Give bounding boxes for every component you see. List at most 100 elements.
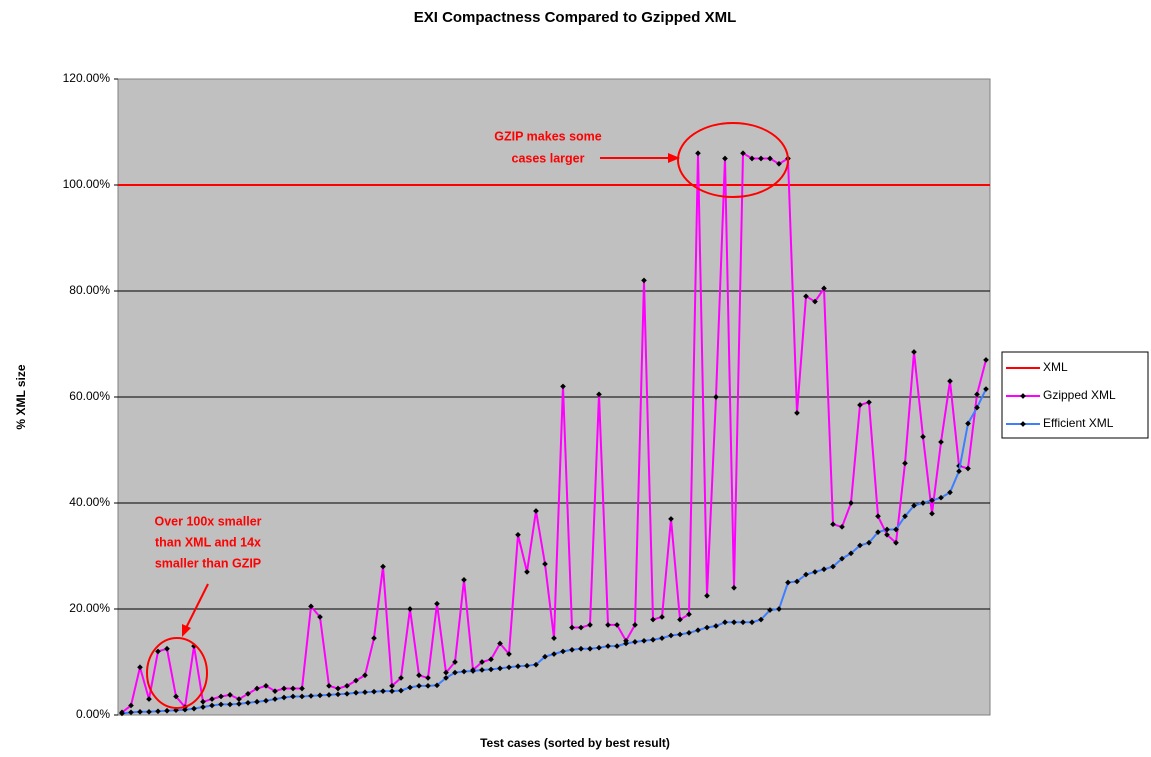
point bbox=[308, 603, 314, 610]
point bbox=[722, 619, 728, 626]
point bbox=[407, 684, 413, 691]
annotation: Over 100x smaller bbox=[154, 514, 261, 528]
point bbox=[938, 439, 944, 445]
point bbox=[920, 500, 926, 506]
y-axis-label: % XML size bbox=[14, 364, 28, 429]
point bbox=[209, 696, 215, 702]
point bbox=[713, 394, 719, 400]
point bbox=[677, 631, 683, 638]
point bbox=[641, 277, 647, 284]
highlight-ellipse bbox=[146, 637, 208, 709]
legend-label: Gzipped XML bbox=[1043, 388, 1116, 402]
y-tick-label: 0.00% bbox=[76, 707, 110, 721]
chart-title: EXI Compactness Compared to Gzipped XML bbox=[414, 9, 737, 26]
point bbox=[704, 592, 710, 599]
point bbox=[632, 622, 638, 628]
point bbox=[605, 643, 611, 649]
point bbox=[200, 704, 206, 710]
point bbox=[398, 687, 404, 694]
point bbox=[560, 383, 566, 390]
point bbox=[875, 513, 881, 520]
point bbox=[191, 705, 197, 712]
point bbox=[353, 689, 359, 696]
x-axis-label: Test cases (sorted by best result) bbox=[480, 736, 670, 750]
legend-marker bbox=[1020, 421, 1026, 427]
point bbox=[956, 468, 962, 475]
point bbox=[128, 709, 134, 716]
point bbox=[389, 688, 395, 694]
point bbox=[551, 635, 557, 641]
annotation: GZIP makes some bbox=[494, 129, 602, 143]
point bbox=[164, 707, 170, 714]
point bbox=[227, 701, 233, 708]
point bbox=[947, 378, 953, 384]
point bbox=[497, 640, 503, 647]
point bbox=[974, 404, 980, 411]
y-tick-label: 120.00% bbox=[63, 71, 111, 85]
point bbox=[497, 665, 503, 672]
point bbox=[317, 692, 323, 699]
y-tick-label: 100.00% bbox=[63, 177, 111, 191]
point bbox=[569, 624, 575, 631]
point bbox=[506, 651, 512, 657]
point bbox=[227, 692, 233, 698]
point bbox=[506, 664, 512, 671]
point bbox=[182, 706, 188, 713]
point bbox=[731, 619, 737, 626]
point bbox=[776, 160, 782, 167]
point bbox=[461, 577, 467, 583]
point bbox=[380, 563, 386, 570]
point bbox=[263, 683, 269, 689]
point bbox=[740, 150, 746, 157]
point bbox=[983, 386, 989, 392]
point bbox=[425, 675, 431, 681]
point bbox=[344, 690, 350, 697]
point bbox=[713, 623, 719, 629]
point bbox=[488, 666, 494, 673]
point bbox=[758, 616, 764, 623]
annotation: than XML and 14x bbox=[155, 535, 261, 549]
point bbox=[749, 155, 755, 162]
point bbox=[155, 648, 161, 655]
point bbox=[254, 685, 260, 692]
point bbox=[902, 460, 908, 467]
point bbox=[218, 693, 224, 700]
point bbox=[443, 675, 449, 681]
point bbox=[164, 645, 170, 652]
point bbox=[470, 668, 476, 674]
point bbox=[839, 524, 845, 530]
point bbox=[236, 696, 242, 702]
point bbox=[353, 677, 359, 684]
point bbox=[299, 693, 305, 700]
point bbox=[524, 662, 530, 669]
point bbox=[623, 640, 629, 647]
point bbox=[326, 683, 332, 689]
arrow-head bbox=[182, 624, 191, 637]
point bbox=[416, 683, 422, 689]
point bbox=[263, 697, 269, 704]
point bbox=[686, 630, 692, 636]
point bbox=[776, 606, 782, 612]
point bbox=[614, 622, 620, 628]
point bbox=[578, 645, 584, 652]
legend-label: XML bbox=[1043, 360, 1068, 374]
point bbox=[830, 563, 836, 570]
point bbox=[281, 694, 287, 701]
point bbox=[740, 619, 746, 626]
point bbox=[794, 578, 800, 585]
annotation: cases larger bbox=[512, 151, 585, 165]
point bbox=[857, 542, 863, 549]
point bbox=[659, 614, 665, 620]
point bbox=[119, 710, 125, 717]
point bbox=[335, 691, 341, 698]
point bbox=[128, 702, 134, 709]
annotations: GZIP makes some cases larger Over 100x s… bbox=[146, 122, 789, 709]
point bbox=[731, 584, 737, 591]
point bbox=[146, 708, 152, 715]
point bbox=[443, 669, 449, 676]
point bbox=[407, 606, 413, 612]
point bbox=[479, 659, 485, 665]
point bbox=[839, 555, 845, 562]
point bbox=[758, 155, 764, 162]
